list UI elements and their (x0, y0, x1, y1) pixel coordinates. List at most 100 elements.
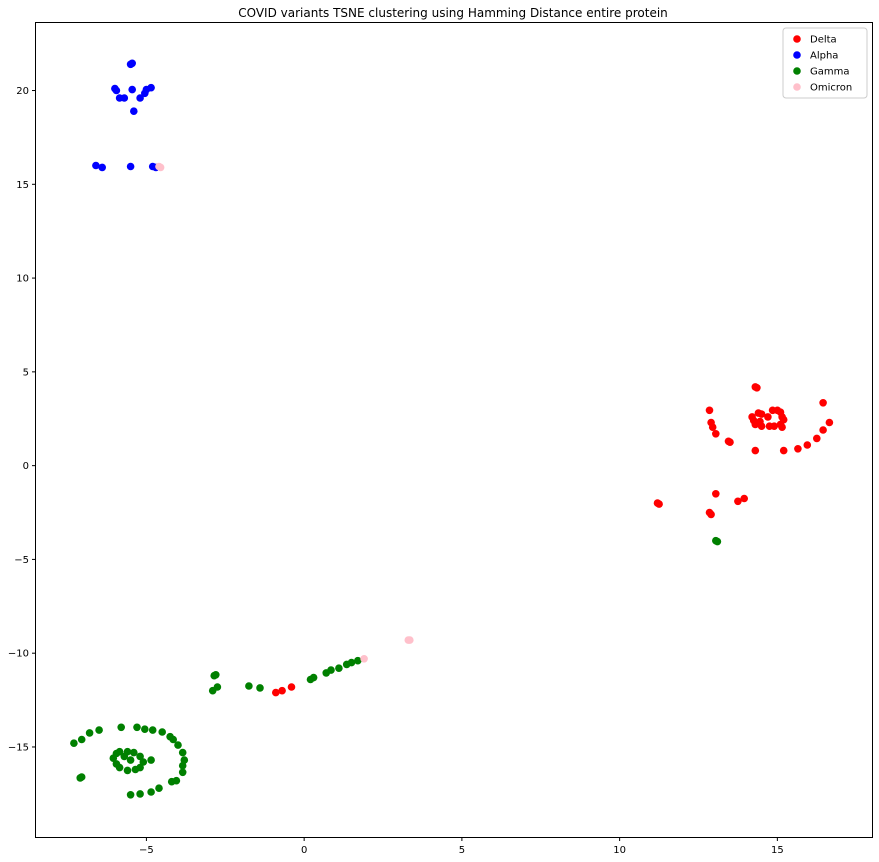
legend-label-alpha: Alpha (810, 51, 838, 62)
point-delta-28 (726, 438, 734, 447)
legend-marker-alpha (793, 51, 801, 59)
point-gamma-25 (169, 735, 177, 744)
point-omicron-1 (156, 163, 165, 172)
point-delta-29 (803, 441, 812, 449)
legend: Delta Alpha Gamma Omicron (782, 27, 868, 99)
point-delta-31 (751, 446, 760, 455)
point-gamma-19 (148, 726, 157, 734)
point-gamma-26 (70, 739, 78, 747)
y-tick-label: −5 (14, 555, 29, 566)
y-tick-label: 15 (16, 180, 29, 191)
x-axis: −5 0 5 10 15 (139, 837, 784, 856)
point-gamma-1 (713, 537, 722, 546)
point-gamma-41 (115, 747, 124, 756)
point-gamma-35 (147, 788, 155, 796)
point-gamma-50 (112, 760, 121, 768)
point-alpha-13 (98, 163, 106, 172)
point-gamma-11 (212, 671, 220, 679)
point-alpha-6 (147, 83, 155, 92)
point-gamma-48 (123, 766, 132, 775)
point-gamma-54 (120, 752, 129, 761)
legend-box (782, 27, 868, 99)
point-gamma-52 (147, 756, 155, 764)
point-delta-12 (757, 422, 766, 431)
y-tick-label: −10 (8, 649, 29, 660)
point-gamma-24 (77, 735, 86, 744)
point-delta-34 (740, 494, 748, 503)
plot-area (70, 59, 834, 799)
point-gamma-37 (126, 791, 135, 799)
point-gamma-47 (131, 765, 140, 774)
point-gamma-22 (95, 726, 103, 734)
point-gamma-36 (136, 790, 144, 798)
y-tick-label: 20 (16, 86, 29, 97)
point-delta-40 (272, 688, 280, 697)
point-gamma-4 (342, 660, 351, 669)
point-gamma-43 (130, 748, 138, 757)
point-gamma-17 (133, 723, 141, 732)
legend-marker-gamma (793, 67, 801, 75)
point-alpha-7 (141, 89, 149, 98)
point-delta-42 (287, 683, 296, 691)
point-gamma-15 (256, 684, 264, 692)
point-gamma-31 (178, 768, 187, 777)
legend-marker-delta (793, 35, 801, 43)
point-delta-24 (712, 430, 720, 438)
x-tick-label: −5 (139, 845, 154, 856)
point-gamma-45 (139, 758, 148, 766)
point-gamma-7 (322, 669, 331, 677)
point-delta-32 (779, 446, 788, 455)
chart-title: COVID variants TSNE clustering using Ham… (238, 6, 668, 20)
point-gamma-18 (141, 725, 149, 733)
legend-label-omicron: Omicron (810, 83, 852, 94)
point-gamma-5 (335, 664, 343, 672)
point-gamma-51 (109, 754, 118, 762)
x-tick-label: 15 (771, 845, 784, 856)
point-gamma-16 (117, 723, 125, 732)
point-gamma-34 (155, 784, 163, 792)
y-axis: −15 −10 −5 0 5 10 15 20 (8, 86, 36, 753)
point-gamma-23 (85, 729, 94, 737)
point-gamma-20 (158, 728, 166, 736)
point-gamma-28 (178, 748, 187, 757)
point-delta-2 (819, 399, 827, 407)
point-delta-21 (825, 418, 834, 427)
point-gamma-33 (167, 777, 176, 786)
point-alpha-10 (136, 94, 144, 102)
y-tick-label: −15 (8, 742, 29, 753)
point-alpha-4 (128, 85, 136, 94)
point-delta-26 (813, 434, 821, 443)
x-tick-label: 10 (613, 845, 626, 856)
point-delta-19 (765, 422, 774, 431)
point-alpha-3 (112, 86, 121, 95)
point-delta-35 (734, 497, 742, 506)
point-gamma-9 (306, 675, 315, 684)
y-tick-label: 10 (16, 274, 29, 285)
point-alpha-1 (128, 59, 136, 68)
y-tick-label: 5 (23, 367, 29, 378)
legend-label-gamma: Gamma (810, 67, 850, 78)
point-omicron-4 (360, 655, 368, 663)
y-tick-label: 0 (23, 461, 29, 472)
point-gamma-14 (245, 682, 253, 690)
point-delta-30 (794, 445, 802, 453)
legend-label-delta: Delta (810, 35, 837, 46)
point-delta-25 (819, 426, 827, 434)
point-delta-37 (655, 500, 663, 508)
point-delta-20 (778, 423, 786, 432)
x-tick-label: 5 (459, 845, 465, 856)
legend-marker-omicron (793, 83, 801, 91)
point-delta-14 (764, 413, 772, 421)
point-delta-33 (712, 490, 720, 498)
point-alpha-14 (126, 162, 135, 171)
point-gamma-13 (208, 686, 217, 695)
point-delta-5 (757, 410, 766, 418)
point-alpha-12 (92, 161, 100, 170)
point-gamma-53 (126, 756, 135, 764)
point-gamma-39 (76, 774, 84, 782)
point-alpha-9 (120, 94, 129, 102)
point-gamma-2 (354, 656, 362, 665)
point-delta-3 (705, 406, 714, 415)
point-omicron-3 (406, 636, 414, 644)
